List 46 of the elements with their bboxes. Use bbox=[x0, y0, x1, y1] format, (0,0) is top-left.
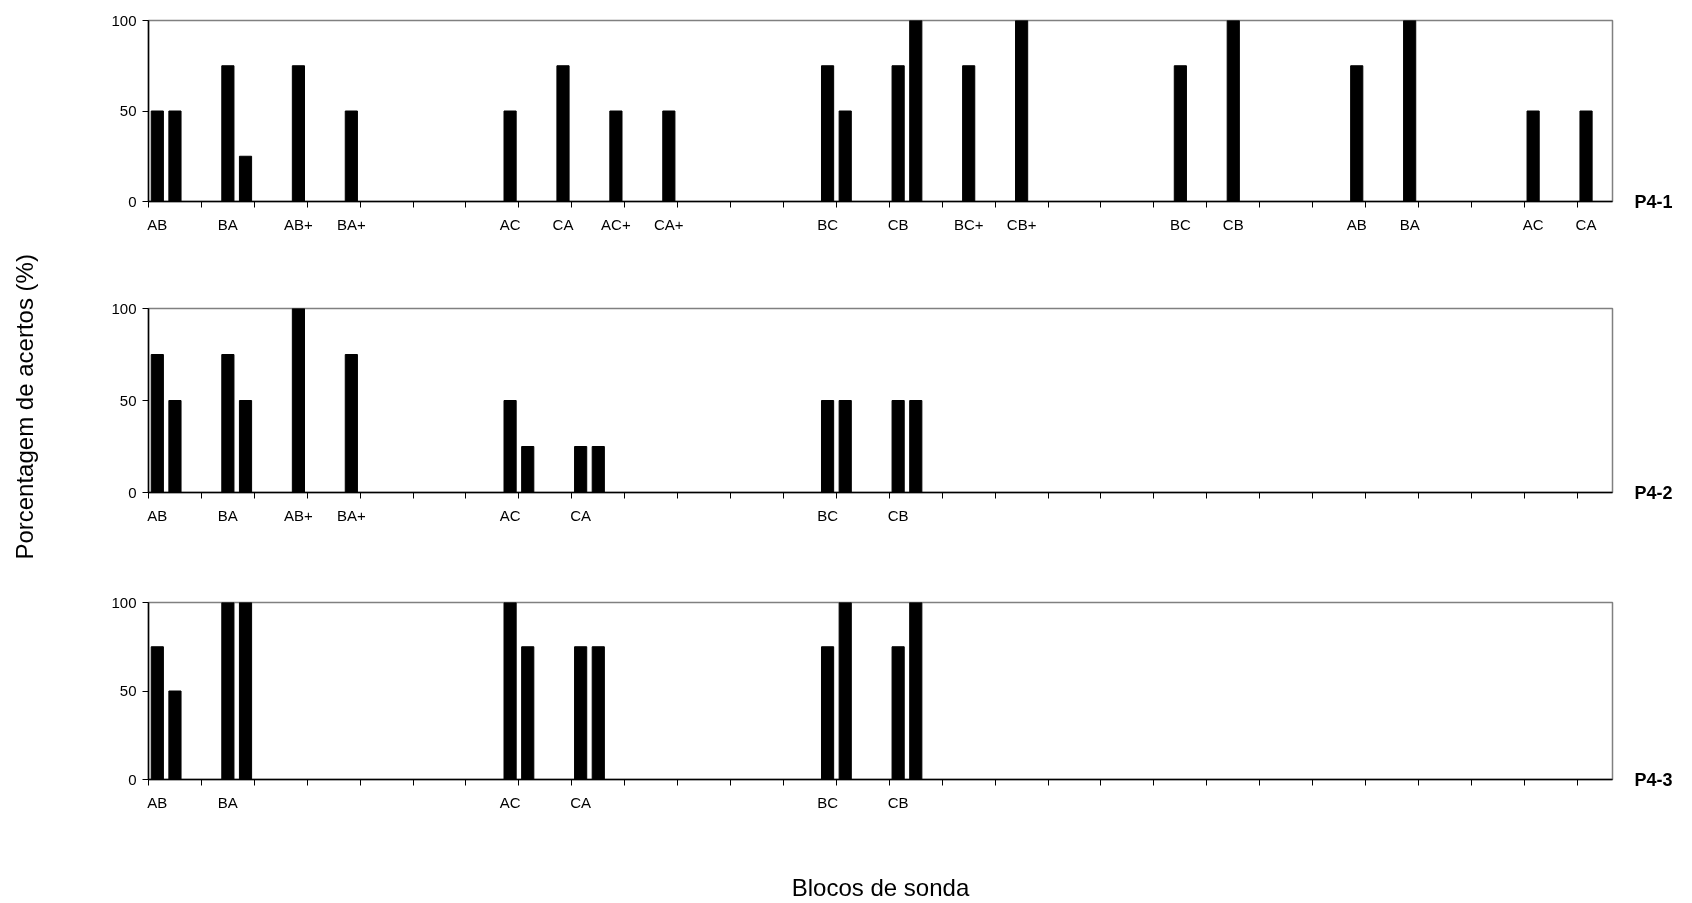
x-tick-label: BC bbox=[817, 793, 839, 811]
x-tick-label: AB bbox=[147, 506, 168, 524]
text: P4-2 bbox=[1634, 482, 1673, 503]
x-tick-label: BA bbox=[1399, 215, 1420, 233]
x-tick-label: BC bbox=[817, 215, 839, 233]
x-tick-label: BA+ bbox=[336, 506, 366, 524]
x-tick-label: CB bbox=[1222, 215, 1244, 233]
x-tick-label: CA+ bbox=[654, 215, 684, 233]
y-tick-label: 100 bbox=[111, 11, 137, 29]
x-tick-label: AB+ bbox=[284, 506, 314, 524]
x-tick-label: BC+ bbox=[953, 215, 984, 233]
x-axis-title: Blocos de sonda bbox=[791, 873, 970, 901]
x-tick-label: CA bbox=[1575, 215, 1597, 233]
x-tick-label: AB bbox=[147, 793, 168, 811]
y-tick-label: 50 bbox=[119, 682, 137, 699]
x-tick-label: AC bbox=[1522, 215, 1544, 233]
y-tick-label: 0 bbox=[128, 192, 137, 210]
x-tick-label: BC bbox=[1169, 215, 1191, 233]
x-tick-label: AB bbox=[147, 215, 168, 233]
x-tick-label: BA bbox=[217, 215, 238, 233]
text: P4-1 bbox=[1634, 191, 1673, 212]
x-tick-label: AC bbox=[499, 215, 521, 233]
x-tick-label: CB bbox=[887, 215, 909, 233]
x-tick-label: AC bbox=[499, 506, 521, 524]
x-tick-label: CA bbox=[552, 215, 574, 233]
y-tick-label: 0 bbox=[128, 483, 137, 501]
x-tick-label: AC+ bbox=[601, 215, 631, 233]
x-tick-label: CB+ bbox=[1006, 215, 1037, 233]
x-tick-label: AB bbox=[1346, 215, 1367, 233]
y-axis-title: Porcentagem de acertos (%) bbox=[11, 254, 38, 560]
x-tick-label: BA+ bbox=[336, 215, 366, 233]
x-tick-label: BC bbox=[817, 506, 839, 524]
y-tick-label: 50 bbox=[119, 102, 137, 119]
text: P4-3 bbox=[1634, 769, 1673, 790]
y-tick-label: 50 bbox=[119, 391, 137, 409]
x-tick-label: CA bbox=[570, 793, 592, 811]
y-tick-label: 100 bbox=[111, 593, 137, 611]
x-tick-label: BA bbox=[217, 506, 238, 524]
x-tick-label: CB bbox=[887, 506, 909, 524]
x-tick-label: BA bbox=[217, 793, 238, 811]
x-tick-label: CB bbox=[887, 793, 909, 811]
x-tick-label: CA bbox=[570, 506, 592, 524]
x-tick-label: AB+ bbox=[284, 215, 314, 233]
y-tick-label: 100 bbox=[111, 299, 137, 317]
x-tick-label: AC bbox=[499, 793, 521, 811]
y-tick-label: 0 bbox=[128, 770, 137, 788]
